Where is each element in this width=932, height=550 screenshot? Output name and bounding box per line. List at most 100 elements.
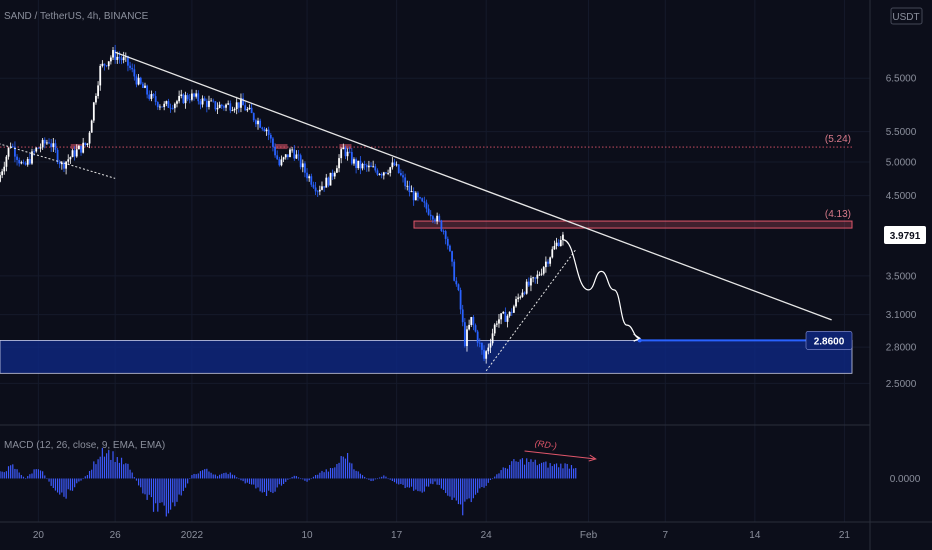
candle: [414, 191, 417, 201]
macd-bar: [182, 478, 184, 491]
candle: [427, 204, 430, 216]
target-tag-label: 2.8600: [814, 336, 845, 347]
candle-body: [199, 101, 202, 105]
macd-bar: [18, 472, 20, 479]
candle: [235, 96, 238, 115]
macd-layer: (RD-): [0, 438, 597, 517]
candle-body: [525, 281, 528, 294]
candle-body: [393, 162, 396, 166]
candle: [512, 304, 515, 314]
candle: [286, 154, 289, 160]
candle: [444, 229, 447, 245]
candle-body: [67, 159, 70, 162]
candle: [171, 104, 174, 110]
candle: [301, 159, 304, 173]
candle: [269, 132, 272, 143]
time-tick-label: 20: [33, 530, 45, 541]
candle: [280, 155, 283, 167]
macd-bar: [3, 472, 5, 479]
candle-body: [37, 147, 40, 149]
candle-body: [427, 208, 430, 215]
macd-bar: [274, 478, 276, 492]
candle: [26, 156, 29, 167]
candle: [186, 93, 189, 102]
zones-layer: (4.13) (5.24): [0, 134, 853, 374]
macd-bar: [568, 468, 570, 479]
candle-body: [395, 164, 398, 166]
macd-bar: [378, 477, 381, 479]
candle: [478, 338, 481, 348]
macd-bar: [491, 478, 494, 480]
candle: [299, 153, 302, 170]
candle-body: [515, 299, 517, 307]
candle-body: [75, 149, 78, 157]
candle: [276, 150, 279, 160]
macd-bar: [570, 465, 573, 479]
candle: [312, 181, 315, 189]
macd-bar: [449, 478, 451, 497]
candle: [404, 173, 407, 190]
candle-body: [242, 98, 244, 106]
candle: [146, 84, 149, 99]
macd-bar: [219, 474, 221, 479]
candle-body: [52, 143, 55, 147]
macd-bar: [549, 463, 551, 479]
candle: [272, 137, 274, 152]
candle-body: [261, 127, 264, 129]
macd-bar: [129, 469, 131, 479]
candle-body: [557, 242, 560, 246]
macd-bar: [547, 467, 549, 479]
candle-body: [333, 172, 336, 177]
candle-body: [476, 331, 479, 343]
candle: [532, 276, 534, 283]
candle-body: [374, 166, 377, 171]
macd-bar: [374, 478, 376, 480]
candle: [133, 64, 136, 81]
candle-body: [542, 267, 545, 274]
dotted-level-label: (5.24): [825, 134, 851, 145]
candle: [542, 266, 545, 276]
candle: [191, 89, 193, 102]
candle: [248, 104, 251, 110]
candle: [359, 156, 362, 175]
candle: [220, 103, 223, 109]
candle-body: [336, 168, 338, 173]
candle-body: [502, 311, 505, 314]
candle-body: [540, 273, 543, 275]
candle: [95, 93, 97, 105]
macd-bar: [253, 478, 255, 485]
candle-body: [137, 77, 140, 85]
macd-bar: [257, 478, 259, 488]
candle-body: [31, 151, 33, 164]
candle-body: [84, 142, 87, 145]
candle: [75, 144, 78, 158]
candle-body: [161, 106, 163, 108]
time-tick-label: 14: [749, 530, 761, 541]
macd-bar: [174, 478, 176, 507]
candle-body: [133, 69, 136, 77]
currency-badge[interactable]: [890, 7, 923, 25]
candle: [295, 150, 298, 160]
macd-bar: [244, 478, 246, 484]
candle: [399, 169, 402, 177]
candle: [184, 91, 187, 109]
candle-body: [195, 93, 198, 97]
candle-body: [449, 245, 451, 252]
macd-bar: [445, 478, 447, 493]
candle: [498, 313, 500, 328]
candle: [90, 119, 93, 133]
candle: [515, 296, 517, 308]
macd-bar: [214, 474, 216, 479]
macd-bar: [120, 457, 123, 479]
candle: [421, 197, 424, 203]
candle: [562, 231, 564, 246]
candle-body: [43, 139, 46, 144]
candle-body: [549, 257, 552, 264]
candle: [434, 217, 436, 224]
candle: [7, 147, 10, 160]
candle-body: [48, 142, 50, 144]
macd-bar: [314, 475, 317, 479]
candle: [144, 82, 146, 89]
candle: [453, 259, 456, 282]
